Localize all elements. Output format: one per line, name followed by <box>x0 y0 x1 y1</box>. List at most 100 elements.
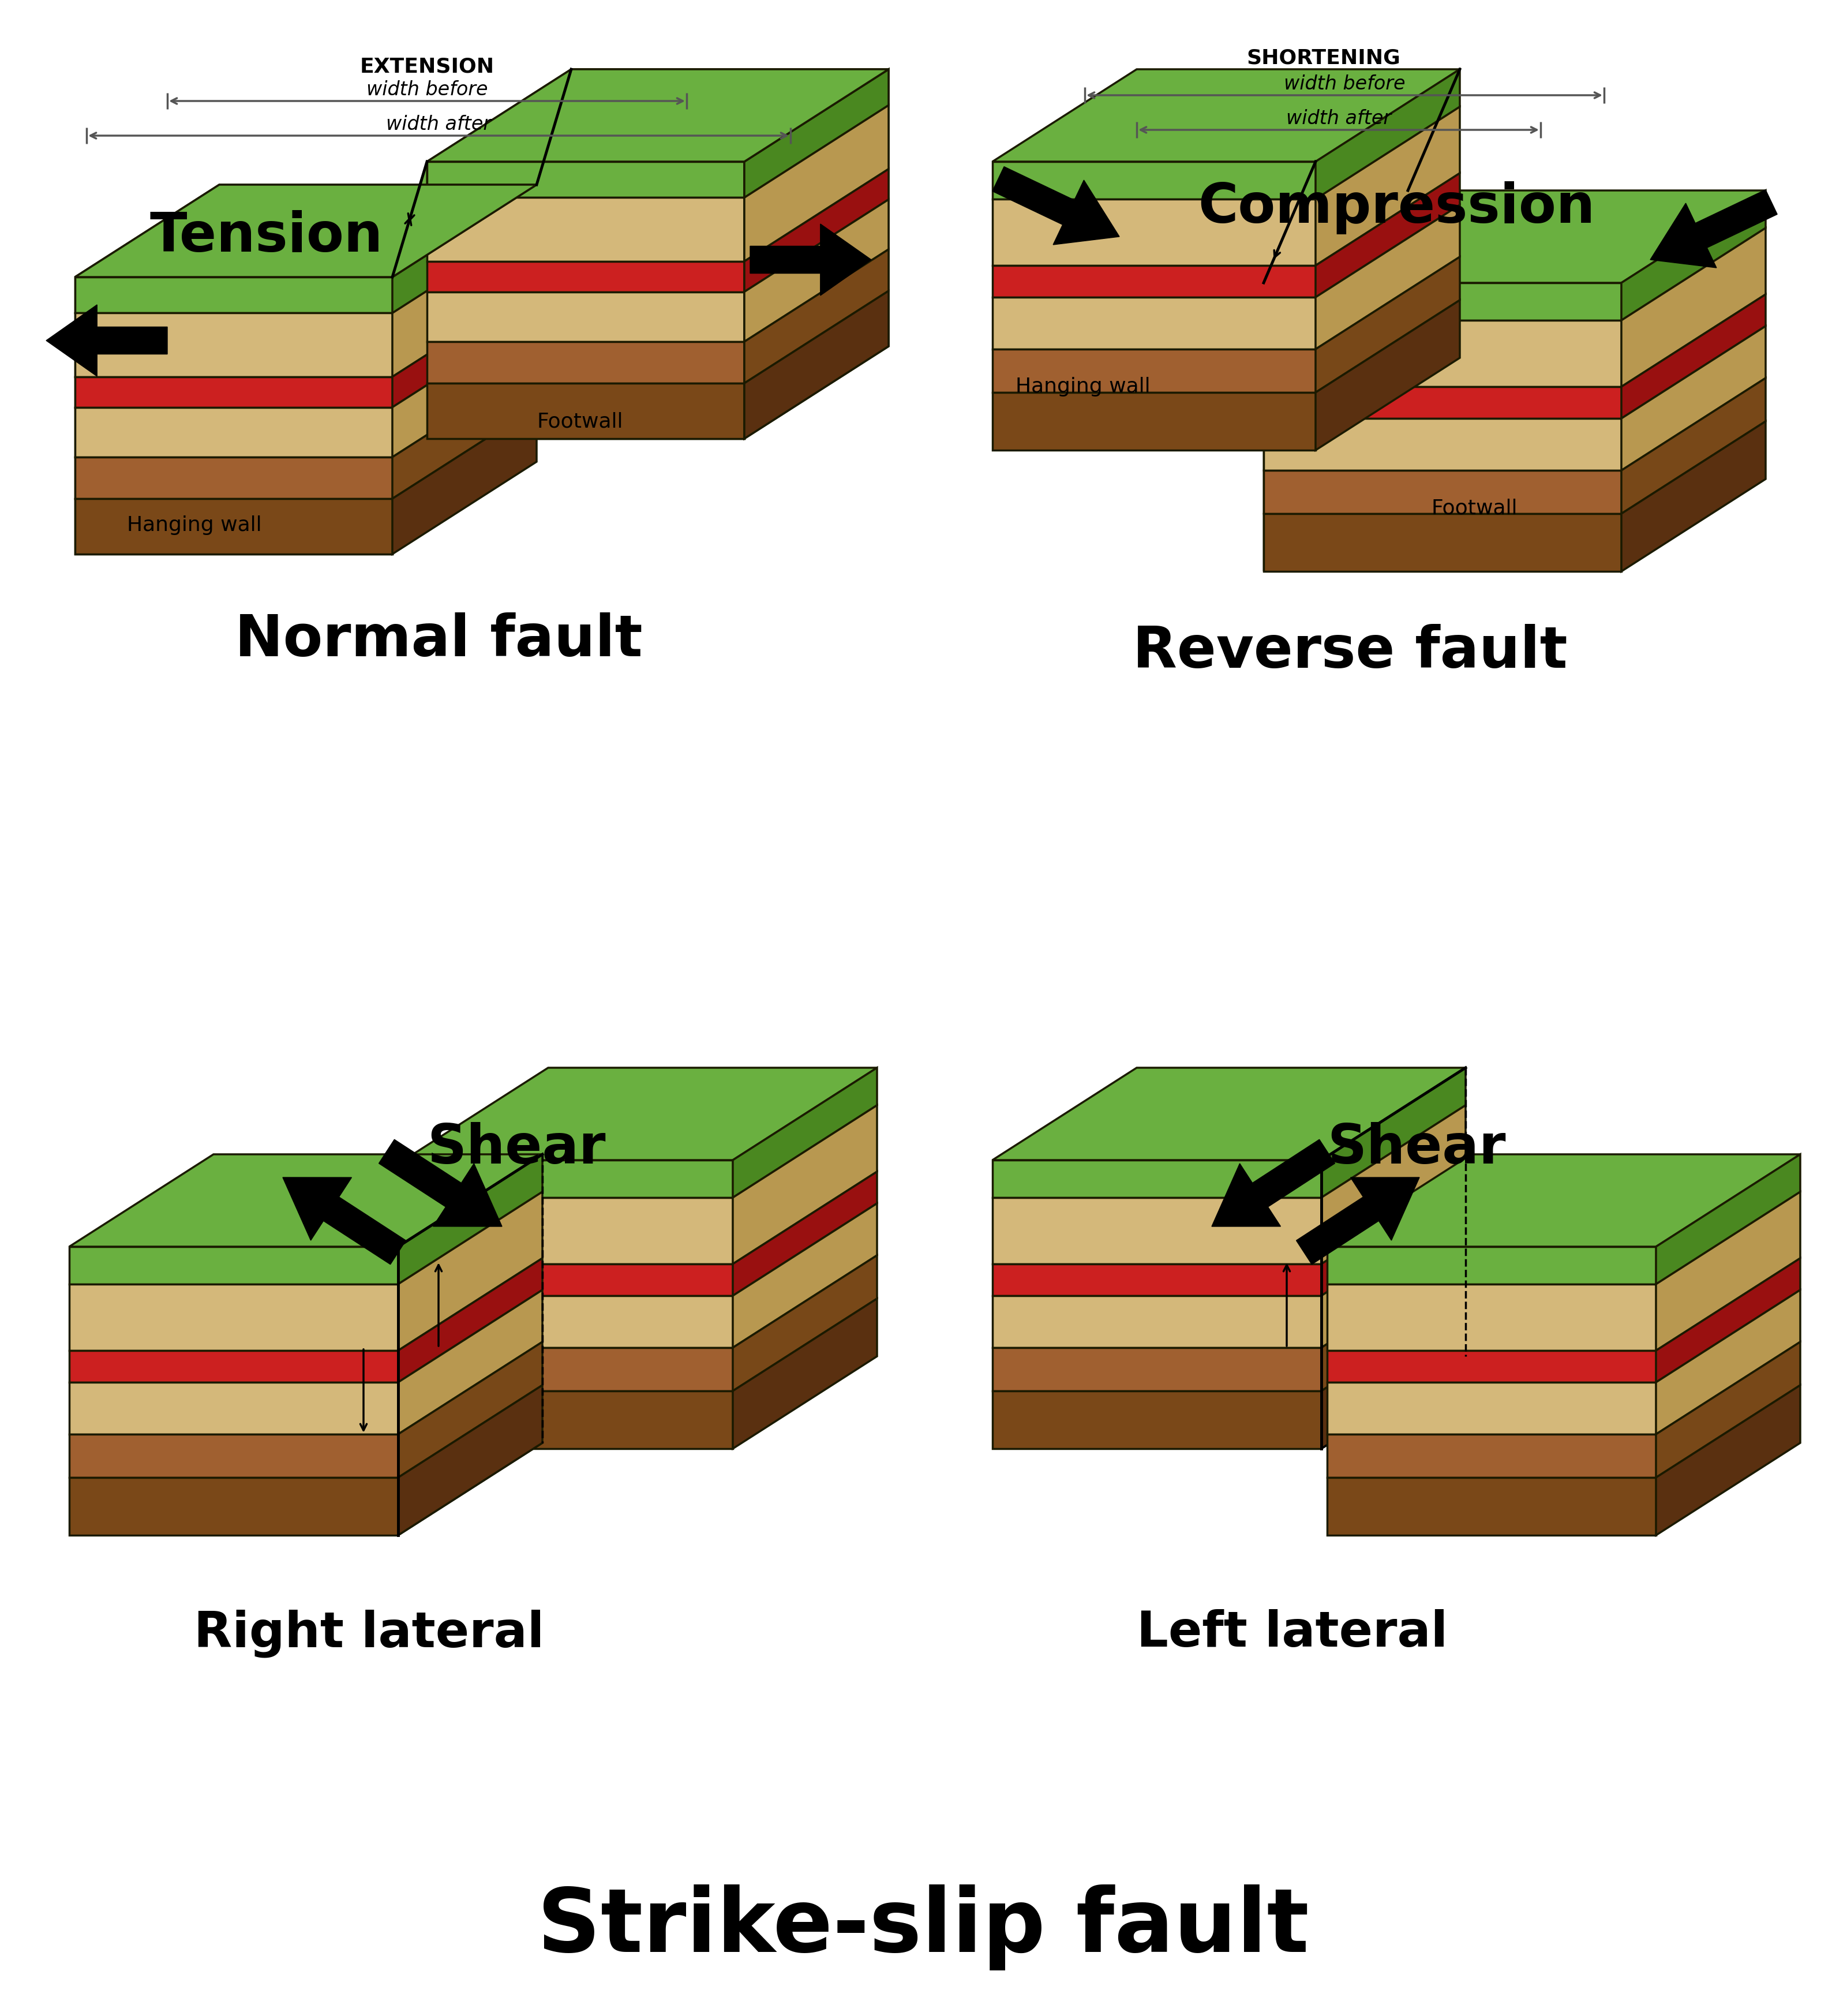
Polygon shape <box>1263 296 1315 470</box>
Polygon shape <box>76 458 392 498</box>
Polygon shape <box>404 1347 733 1391</box>
Polygon shape <box>733 1204 877 1347</box>
Polygon shape <box>1263 190 1766 282</box>
Polygon shape <box>1622 294 1766 419</box>
Polygon shape <box>744 69 888 198</box>
Polygon shape <box>76 498 392 554</box>
Polygon shape <box>1321 1068 1467 1198</box>
Polygon shape <box>427 341 744 383</box>
Polygon shape <box>76 498 392 554</box>
Polygon shape <box>399 1343 543 1478</box>
Polygon shape <box>68 1433 399 1478</box>
Polygon shape <box>1263 514 1622 571</box>
Polygon shape <box>427 198 744 262</box>
Polygon shape <box>392 341 427 498</box>
Polygon shape <box>392 314 537 458</box>
Polygon shape <box>399 1385 543 1536</box>
Polygon shape <box>427 292 744 341</box>
Polygon shape <box>399 1290 543 1433</box>
Polygon shape <box>744 290 888 439</box>
Polygon shape <box>744 105 888 262</box>
Text: width before: width before <box>1284 75 1406 93</box>
Text: EXTENSION: EXTENSION <box>360 56 495 77</box>
Polygon shape <box>733 1171 877 1296</box>
Polygon shape <box>992 393 1315 450</box>
Polygon shape <box>404 1198 733 1264</box>
Polygon shape <box>68 1246 399 1284</box>
Polygon shape <box>1657 1155 1801 1284</box>
Polygon shape <box>68 1478 399 1536</box>
Text: Shear: Shear <box>1328 1123 1505 1175</box>
Polygon shape <box>392 161 427 554</box>
Text: Compression: Compression <box>1199 181 1594 234</box>
Polygon shape <box>427 341 744 383</box>
Polygon shape <box>1263 321 1622 387</box>
Polygon shape <box>392 292 427 458</box>
Polygon shape <box>1263 282 1622 321</box>
Polygon shape <box>399 1191 543 1351</box>
Polygon shape <box>1328 1383 1657 1433</box>
Polygon shape <box>392 161 427 312</box>
Polygon shape <box>744 290 888 439</box>
Polygon shape <box>76 185 537 276</box>
Polygon shape <box>1315 206 1459 349</box>
Polygon shape <box>76 276 392 312</box>
Text: Footwall: Footwall <box>1431 498 1516 518</box>
Polygon shape <box>68 1383 399 1433</box>
Polygon shape <box>404 1068 877 1159</box>
Polygon shape <box>992 1391 1321 1450</box>
Polygon shape <box>992 349 1315 393</box>
Polygon shape <box>992 200 1315 266</box>
Polygon shape <box>76 312 392 377</box>
Polygon shape <box>1657 1258 1801 1383</box>
Polygon shape <box>1263 349 1315 514</box>
Polygon shape <box>1328 1284 1657 1351</box>
Text: Strike-slip fault: Strike-slip fault <box>537 1885 1310 1972</box>
Polygon shape <box>1321 1204 1467 1347</box>
Polygon shape <box>1212 1139 1335 1226</box>
Polygon shape <box>76 377 392 407</box>
Text: Left lateral: Left lateral <box>1138 1609 1448 1657</box>
Polygon shape <box>1263 470 1622 514</box>
Polygon shape <box>427 262 744 292</box>
Polygon shape <box>733 1256 877 1391</box>
Polygon shape <box>392 284 537 407</box>
Polygon shape <box>404 1264 733 1296</box>
Text: SHORTENING: SHORTENING <box>1247 48 1400 67</box>
Polygon shape <box>733 1298 877 1450</box>
Polygon shape <box>392 198 427 377</box>
Polygon shape <box>1328 1351 1657 1383</box>
Polygon shape <box>744 250 888 383</box>
Polygon shape <box>1657 1290 1801 1433</box>
Polygon shape <box>992 1347 1321 1391</box>
Polygon shape <box>1328 1155 1801 1246</box>
Polygon shape <box>392 383 427 554</box>
Polygon shape <box>427 262 744 292</box>
Polygon shape <box>1263 161 1315 321</box>
Polygon shape <box>404 1296 733 1347</box>
Polygon shape <box>399 1258 543 1383</box>
Polygon shape <box>76 458 392 498</box>
Polygon shape <box>1263 200 1315 387</box>
Polygon shape <box>427 383 744 439</box>
Polygon shape <box>46 304 168 377</box>
Polygon shape <box>1321 1298 1467 1450</box>
Polygon shape <box>733 1068 877 1198</box>
Text: Normal fault: Normal fault <box>235 613 643 669</box>
Polygon shape <box>992 1264 1321 1296</box>
Polygon shape <box>1321 1105 1467 1264</box>
Polygon shape <box>744 169 888 292</box>
Text: Hanging wall: Hanging wall <box>1016 377 1151 397</box>
Polygon shape <box>427 69 888 161</box>
Polygon shape <box>399 1155 543 1284</box>
Polygon shape <box>404 1391 733 1450</box>
Text: Right lateral: Right lateral <box>194 1609 545 1657</box>
Polygon shape <box>1328 1246 1657 1284</box>
Polygon shape <box>1657 1385 1801 1536</box>
Text: Reverse fault: Reverse fault <box>1132 625 1568 679</box>
Polygon shape <box>992 296 1315 349</box>
Polygon shape <box>1657 1343 1801 1478</box>
Polygon shape <box>76 377 392 407</box>
Polygon shape <box>392 262 427 407</box>
Polygon shape <box>1315 300 1459 450</box>
